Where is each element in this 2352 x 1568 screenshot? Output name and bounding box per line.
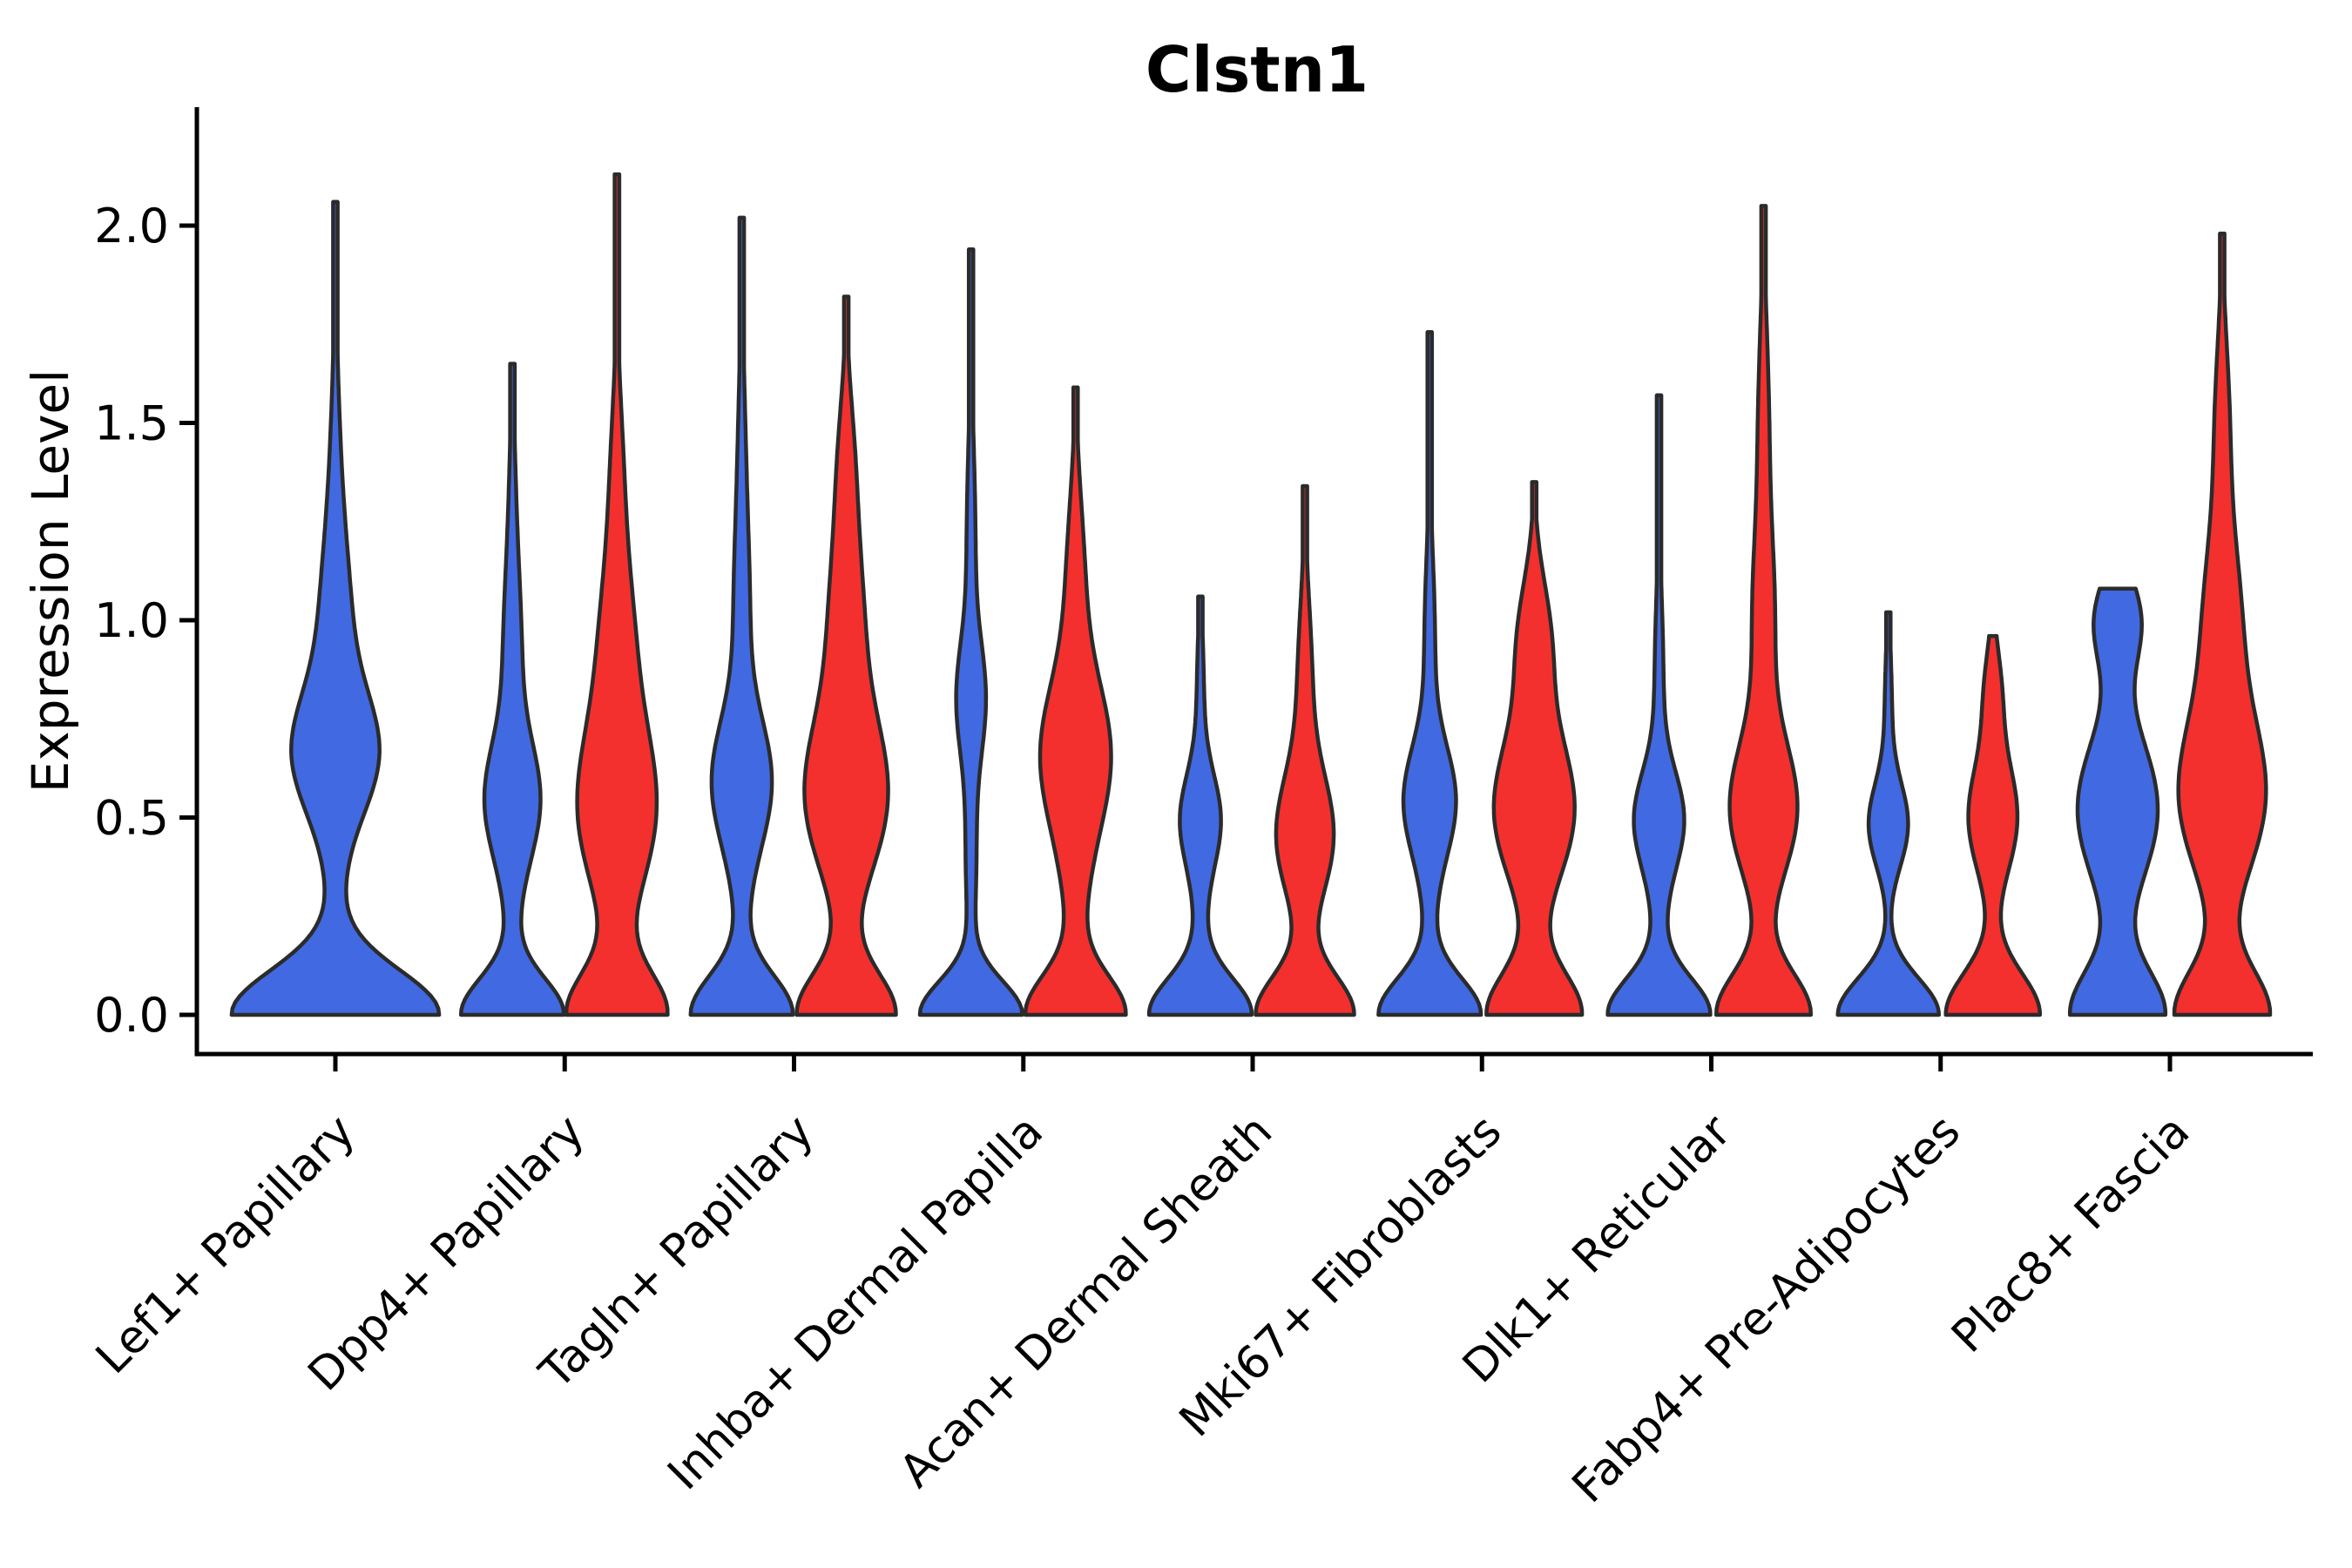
y-tick-label: 1.5 [94, 396, 169, 451]
violin-lef1-papillary-blue [229, 199, 442, 1017]
violin-dlk1-reticular-red [1713, 204, 1814, 1017]
violin-fabp4-pre-adipocytes-blue [1835, 610, 1942, 1017]
violin-plac8-fascia-red [2172, 231, 2273, 1017]
violin-dlk1-reticular-blue [1605, 393, 1713, 1017]
x-tick-label-plac8-fascia: Plac8+ Fascia [1942, 1105, 2200, 1363]
x-tick-label-fabp4-pre-adipocytes: Fabp4+ Pre-Adipocytes [1563, 1105, 1970, 1513]
violin-tagln-papillary-blue [688, 215, 795, 1017]
violin-acan-dermal-sheath-blue [1146, 594, 1254, 1017]
violins-layer [229, 172, 2273, 1017]
x-tick-label-inhba-dermal-papilla: Inhba+ Dermal Papilla [658, 1105, 1052, 1500]
violin-dpp4-papillary-blue [458, 362, 566, 1017]
violin-inhba-dermal-papilla-blue [917, 247, 1024, 1017]
y-tick-label: 0.0 [94, 988, 169, 1043]
violin-plac8-fascia-blue [2067, 586, 2168, 1017]
y-tick-label: 0.5 [94, 791, 169, 846]
y-tick-label: 2.0 [94, 199, 169, 253]
y-axis-label: Expression Level [21, 369, 80, 793]
x-tick-label-acan-dermal-sheath: Acan+ Dermal Sheath [890, 1105, 1283, 1498]
violin-mki67-fibroblasts-blue [1376, 330, 1484, 1017]
violin-dpp4-papillary-red [564, 172, 670, 1017]
violin-acan-dermal-sheath-red [1254, 483, 1356, 1017]
violin-tagln-papillary-red [794, 294, 898, 1017]
violin-fabp4-pre-adipocytes-red [1943, 633, 2043, 1017]
violin-inhba-dermal-papilla-red [1023, 385, 1128, 1017]
violin-mki67-fibroblasts-red [1484, 480, 1585, 1017]
y-tick-label: 1.0 [94, 593, 169, 648]
chart-title: Clstn1 [1146, 33, 1369, 106]
